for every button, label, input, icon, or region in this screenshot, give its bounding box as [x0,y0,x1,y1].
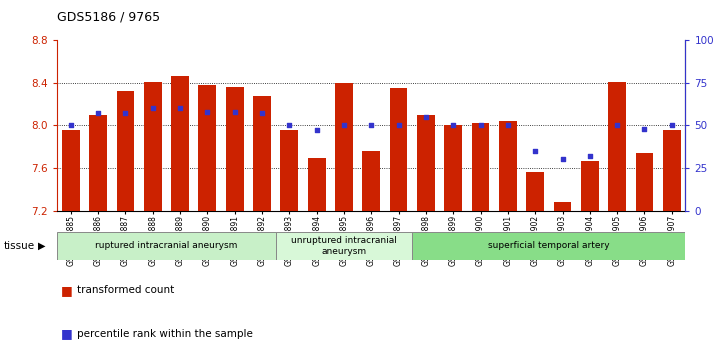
Bar [116,91,134,211]
Point [120,110,131,116]
Bar [308,158,326,211]
Bar [276,232,412,260]
Bar [253,97,271,211]
Bar [417,115,435,211]
Bar [581,162,599,211]
Point [393,122,404,128]
Bar [62,130,80,211]
Text: unruptured intracranial
aneurysm: unruptured intracranial aneurysm [291,236,397,256]
Bar [89,115,107,211]
Bar [198,85,216,211]
Point [530,148,541,154]
Point [92,110,104,116]
Point [502,122,513,128]
Bar [526,172,544,211]
Text: GDS5186 / 9765: GDS5186 / 9765 [57,11,160,24]
Point [557,156,568,162]
Point [584,153,595,159]
Point [174,105,186,111]
Text: tissue: tissue [4,241,35,251]
Text: ■: ■ [61,284,72,297]
Bar [635,153,653,211]
Point [65,122,76,128]
Bar [226,87,243,211]
Point [366,122,377,128]
Point [611,122,623,128]
Bar [412,232,685,260]
Bar [281,130,298,211]
Point [639,126,650,131]
Text: transformed count: transformed count [77,285,174,295]
Point [229,109,241,114]
Bar [444,125,462,211]
Bar [472,123,489,211]
Point [421,114,432,119]
Bar [663,130,680,211]
Point [283,122,295,128]
Bar [499,121,517,211]
Point [147,105,159,111]
Text: superficial temporal artery: superficial temporal artery [488,241,610,250]
Bar [335,82,353,211]
Bar [144,82,161,211]
Bar [171,76,189,211]
Text: ruptured intracranial aneurysm: ruptured intracranial aneurysm [95,241,238,250]
Point [256,110,268,116]
Point [475,122,486,128]
Bar [553,202,571,211]
Bar [57,232,276,260]
Point [311,127,322,133]
Text: percentile rank within the sample: percentile rank within the sample [77,329,253,339]
Point [448,122,459,128]
Bar [363,151,380,211]
Text: ■: ■ [61,327,72,340]
Text: ▶: ▶ [38,241,46,251]
Point [338,122,350,128]
Point [666,122,678,128]
Bar [608,82,626,211]
Point [201,109,213,114]
Bar [390,88,408,211]
